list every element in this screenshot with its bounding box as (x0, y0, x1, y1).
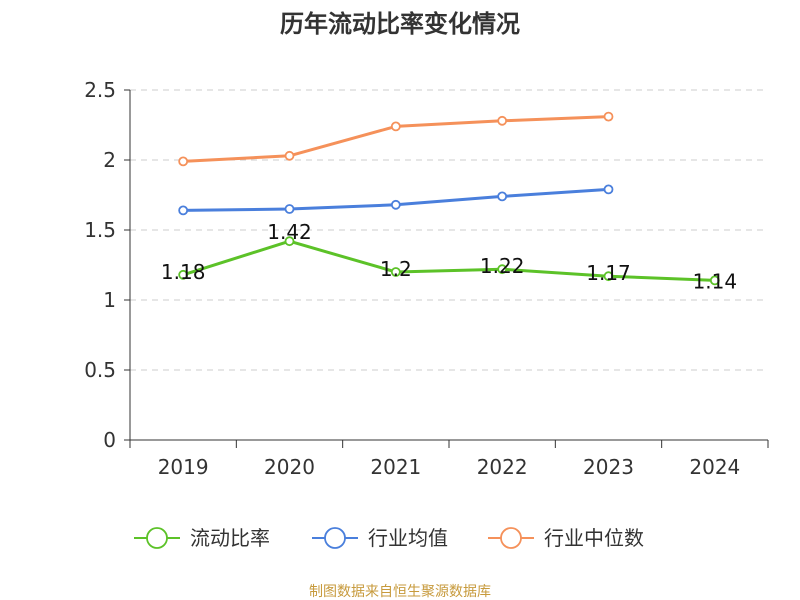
y-tick-label: 2.5 (84, 78, 116, 102)
x-tick-label: 2020 (264, 455, 315, 479)
data-point[interactable] (603, 271, 614, 282)
data-point[interactable] (390, 267, 401, 277)
data-label: 1.42 (267, 220, 312, 244)
data-label: 1.18 (161, 260, 206, 284)
data-point[interactable] (603, 184, 614, 195)
legend-label: 行业中位数 (544, 526, 644, 550)
data-point[interactable] (178, 205, 189, 216)
data-point[interactable] (603, 111, 614, 122)
legend-label: 流动比率 (190, 526, 270, 550)
data-point[interactable] (497, 264, 508, 275)
legend-label: 行业均值 (368, 526, 448, 550)
x-tick-label: 2024 (689, 455, 740, 479)
data-label: 1.14 (693, 269, 738, 293)
data-point[interactable] (497, 191, 508, 202)
y-tick-label: 2 (103, 148, 116, 172)
data-point[interactable] (390, 121, 401, 132)
data-label: 1.22 (480, 254, 525, 278)
data-point[interactable] (284, 204, 295, 214)
axes: 0 0.5 1 1.5 2 2.5 2019 2020 2021 2022 2023 2024 (84, 78, 769, 479)
grid (130, 89, 768, 371)
data-point[interactable] (390, 199, 401, 210)
data-label: 1.17 (586, 261, 631, 285)
x-tick-label: 2021 (370, 455, 421, 479)
data-point[interactable] (178, 156, 189, 167)
legend-marker (324, 527, 346, 549)
chart-title: 历年流动比率变化情况 (280, 10, 520, 38)
data-point[interactable] (284, 150, 295, 161)
source-note: 制图数据来自恒生聚源数据库 (309, 584, 491, 600)
x-tick-label: 2022 (477, 455, 528, 479)
legend[interactable]: 流动比率 行业均值 行业中位数 (134, 526, 644, 550)
series-line (182, 239, 715, 282)
y-tick-label: 1 (103, 288, 116, 312)
data-point[interactable] (497, 115, 508, 126)
legend-item[interactable]: 流动比率 (134, 526, 270, 550)
legend-item[interactable]: 行业均值 (312, 526, 448, 550)
y-tick-label: 1.5 (84, 218, 116, 242)
data-label: 1.2 (380, 257, 412, 281)
x-tick-label: 2019 (158, 455, 209, 479)
y-tick-label: 0.5 (84, 358, 116, 382)
series-layer: 1.18 1.42 1.2 1.22 1.17 1.14 (161, 111, 738, 293)
legend-marker (500, 527, 522, 549)
data-point[interactable] (178, 269, 189, 280)
data-point[interactable] (284, 236, 295, 247)
y-tick-label: 0 (103, 428, 116, 452)
x-tick-label: 2023 (583, 455, 634, 479)
data-point[interactable] (709, 275, 720, 286)
legend-item[interactable]: 行业中位数 (488, 526, 644, 550)
legend-marker (146, 527, 168, 549)
